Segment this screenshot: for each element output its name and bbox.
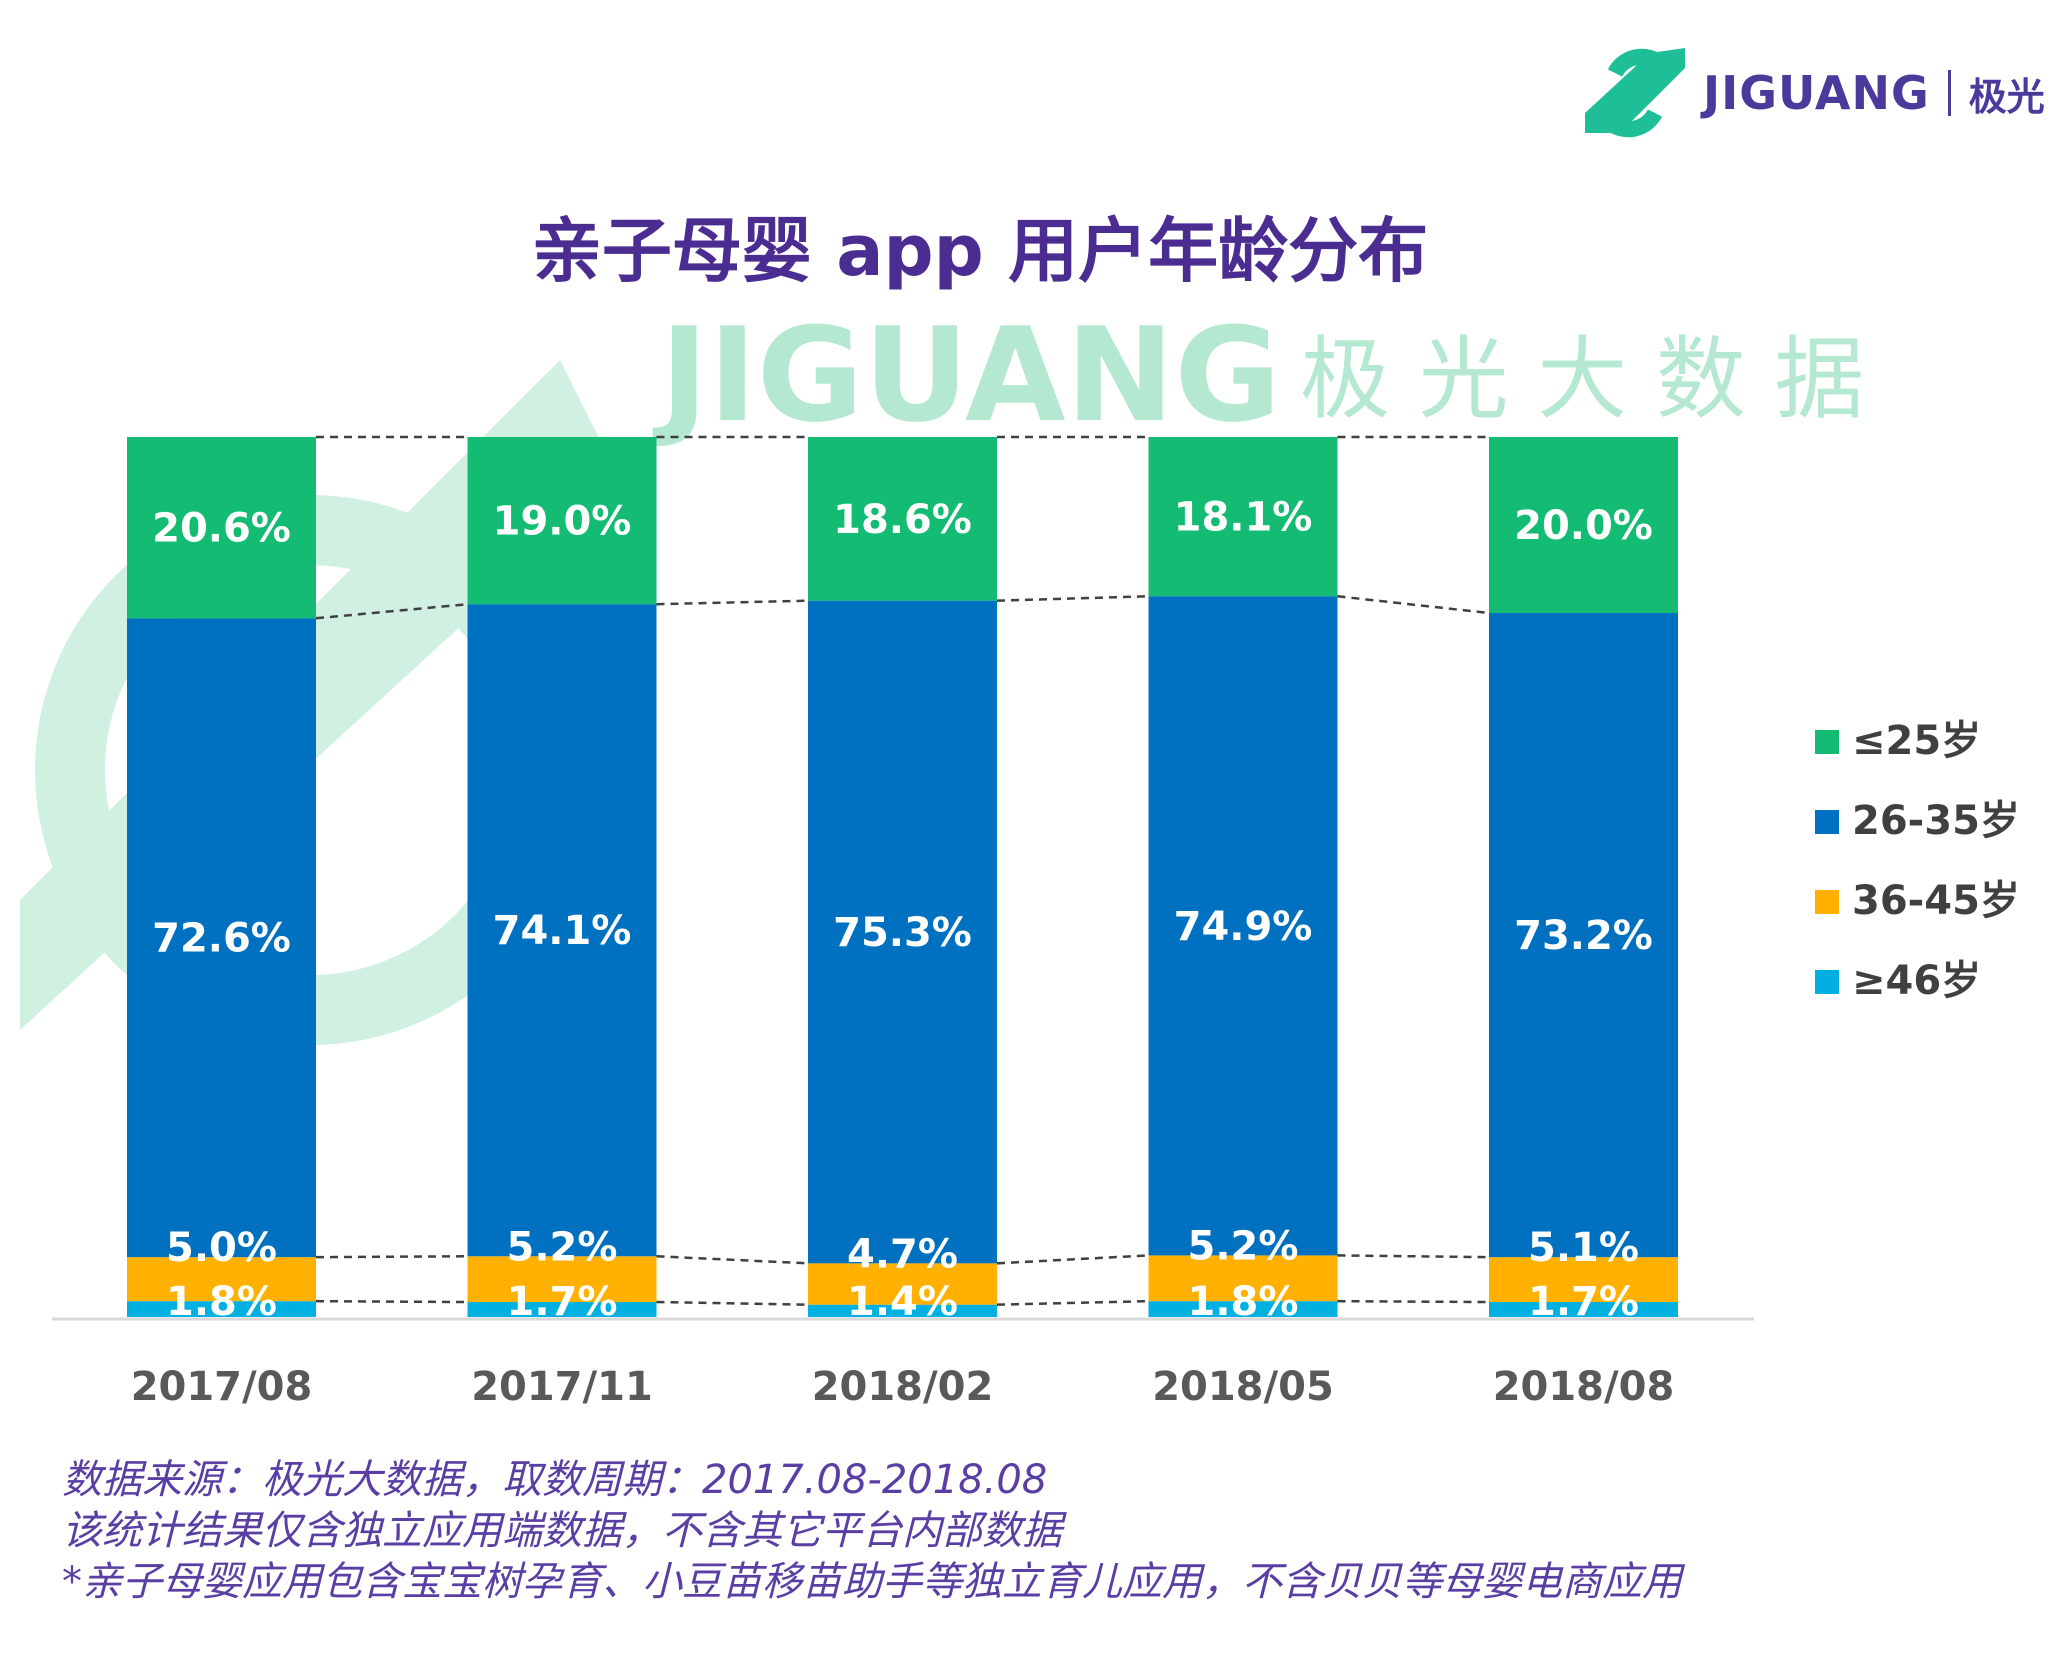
data-label: 72.6% (152, 916, 291, 962)
connector-line (1337, 595, 1490, 615)
legend-label: ≥46岁 (1852, 958, 1981, 1004)
bar-segment (1489, 437, 1678, 613)
legend-swatch (1815, 890, 1839, 914)
jiguang-logo-icon (1585, 48, 1685, 138)
data-label: 5.0% (166, 1225, 277, 1271)
bar-segment (1489, 1257, 1678, 1303)
x-tick-label: 2018/08 (1493, 1364, 1675, 1410)
bars (127, 437, 1678, 1317)
connector-line (315, 1255, 468, 1259)
footnote-source: 数据来源：极光大数据，取数周期：2017.08-2018.08 (62, 1457, 1048, 1503)
bar-segment (1148, 437, 1338, 597)
footnotes: 数据来源：极光大数据，取数周期：2017.08-2018.08 该统计结果仅含独… (62, 1455, 1682, 1608)
data-label: 1.7% (1528, 1279, 1639, 1325)
x-tick-label: 2017/11 (471, 1364, 653, 1410)
data-label: 1.4% (847, 1279, 958, 1325)
legend-label: 36-45岁 (1852, 878, 2020, 924)
logo: JIGUANG 极光 (1585, 48, 2045, 138)
data-label: 20.6% (152, 506, 291, 552)
legend: ≤25岁 26-35岁 36-45岁 ≥46岁 (1815, 718, 2020, 1004)
footnote-scope: 该统计结果仅含独立应用端数据，不含其它平台内部数据 (62, 1508, 1062, 1554)
x-tick-label: 2018/05 (1152, 1364, 1334, 1410)
data-label: 4.7% (847, 1231, 958, 1277)
watermark-lettering: JIGUANG 极 光 大 数 据 (652, 299, 1864, 451)
bar-segment (1148, 1301, 1338, 1317)
data-labels: 1.8% 5.0% 72.6% 20.6% 1.7% 5.2% 74.1% 19.0% 1.4%… (152, 495, 1653, 1325)
logo-cn: 极光 (1968, 74, 2045, 119)
data-label: 74.1% (493, 908, 632, 954)
bar-segment (1148, 596, 1338, 1256)
watermark-text: JIGUANG (652, 299, 1281, 451)
x-tick-label: 2018/02 (812, 1364, 994, 1410)
data-label: 19.0% (493, 499, 632, 545)
data-label: 18.6% (833, 497, 972, 543)
data-label: 74.9% (1174, 904, 1313, 950)
data-label: 5.2% (1188, 1223, 1299, 1269)
bar-segment (808, 600, 997, 1264)
connector-line (1337, 1254, 1490, 1259)
legend-label: ≤25岁 (1852, 718, 1981, 764)
bar-segment (1489, 613, 1678, 1258)
data-label: 75.3% (833, 910, 972, 956)
legend-swatch (1815, 810, 1839, 834)
connector-line (996, 595, 1149, 602)
data-label: 1.8% (1188, 1279, 1299, 1325)
connector-line (1337, 1299, 1490, 1304)
chart-title: 亲子母婴 app 用户年龄分布 (531, 210, 1429, 292)
legend-swatch (1815, 970, 1839, 994)
series-connector-lines (315, 435, 1490, 1306)
data-label: 18.1% (1174, 495, 1313, 541)
bar-segment (808, 1304, 997, 1317)
bar-segment (127, 1301, 316, 1317)
logo-text: JIGUANG (1703, 66, 1930, 120)
data-label: 20.0% (1514, 503, 1653, 549)
connector-line (996, 1254, 1149, 1265)
legend-label: 26-35岁 (1852, 798, 2020, 844)
legend-swatch (1815, 730, 1839, 754)
x-tick-label: 2017/08 (131, 1364, 313, 1410)
data-label: 1.7% (507, 1279, 618, 1325)
bar-segment (467, 437, 657, 605)
watermark-cn: 极 光 大 数 据 (1300, 327, 1864, 432)
data-label: 73.2% (1514, 913, 1653, 959)
bar-segment (808, 437, 997, 601)
connector-line (656, 1255, 809, 1265)
bar-segment (467, 1256, 657, 1303)
logo-divider (1947, 70, 1951, 116)
bar-segment (467, 1302, 657, 1317)
bar-segment (808, 1263, 997, 1305)
data-label: 5.1% (1528, 1225, 1639, 1271)
connector-line (656, 599, 809, 606)
footnote-definition: *亲子母婴应用包含宝宝树孕育、小豆苗移苗助手等独立育儿应用，不含贝贝等母婴电商应… (62, 1559, 1682, 1605)
connector-line (656, 1300, 809, 1306)
bar-segment (127, 437, 316, 619)
connector-line (996, 1299, 1149, 1306)
bar-segment (467, 604, 657, 1257)
data-label: 1.8% (166, 1279, 277, 1325)
x-axis-ticks: 2017/08 2017/11 2018/02 2018/05 2018/08 (131, 1364, 1675, 1410)
data-label: 5.2% (507, 1224, 618, 1270)
bar-segment (127, 618, 316, 1258)
bar-segment (127, 1257, 316, 1302)
bar-segment (1489, 1302, 1678, 1317)
connector-line (315, 602, 468, 620)
connector-line (315, 1299, 468, 1304)
bar-segment (1148, 1255, 1338, 1302)
